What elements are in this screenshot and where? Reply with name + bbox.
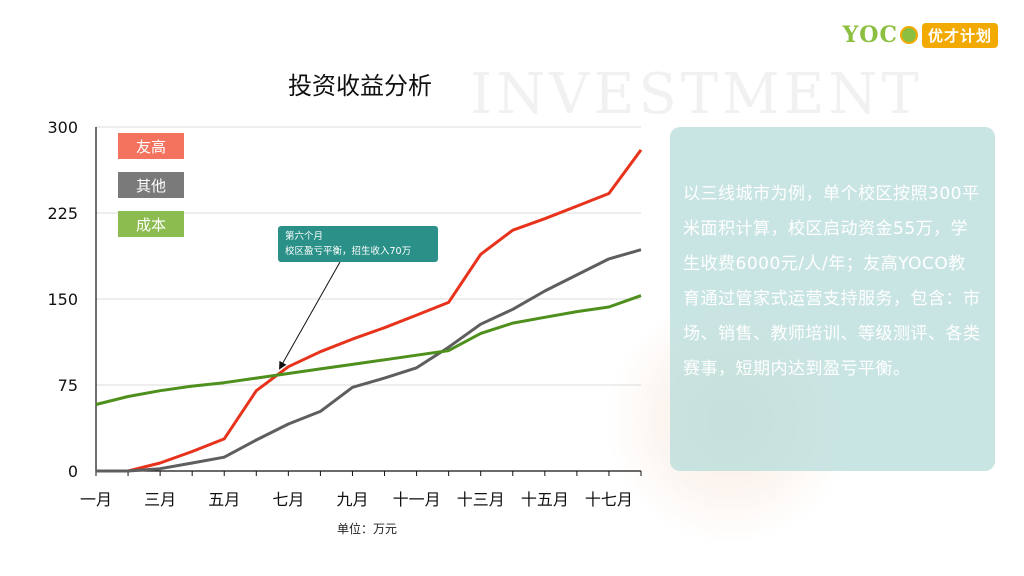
- y-tick-labels: 0 75 150 225 300: [47, 118, 78, 481]
- x-tick-label: 三月: [144, 490, 176, 509]
- y-tick-label: 0: [68, 462, 78, 481]
- legend-item-cost: 成本: [118, 211, 184, 237]
- x-tick-label: 一月: [80, 490, 112, 509]
- legend-item-other: 其他: [118, 172, 184, 198]
- unit-label: 单位：万元: [337, 522, 398, 536]
- x-tick-label: 十一月: [393, 490, 441, 509]
- annotation-line2: 校区盈亏平衡，招生收入70万: [285, 246, 412, 257]
- logo: YOC 优才计划: [843, 22, 998, 48]
- series-line-2: [95, 294, 642, 406]
- x-tick-labels: 一月 三月 五月 七月 九月 十一月 十三月 十五月 十七月: [80, 490, 633, 509]
- y-tick-label: 75: [58, 376, 78, 395]
- logo-brand: YOC: [842, 22, 898, 48]
- axes: [95, 127, 642, 476]
- series-line-1: [96, 248, 642, 473]
- watermark-text: INVESTMENT: [470, 62, 923, 127]
- breakeven-annotation: 第六个月 校区盈亏平衡，招生收入70万: [278, 226, 438, 262]
- logo-badge: 优才计划: [921, 22, 998, 48]
- info-text: 以三线城市为例，单个校区按照300平米面积计算，校区启动资金55万，学生收费60…: [683, 184, 981, 379]
- x-tick-label: 十五月: [521, 490, 569, 509]
- chart-title: 投资收益分析: [288, 72, 432, 100]
- info-panel: 以三线城市为例，单个校区按照300平米面积计算，校区启动资金55万，学生收费60…: [670, 127, 995, 471]
- y-tick-label: 225: [47, 204, 78, 223]
- series-group: [95, 149, 643, 473]
- legend-item-yougao: 友高: [118, 133, 184, 159]
- logo-ring-icon: [899, 26, 918, 44]
- x-tick-label: 九月: [336, 490, 368, 509]
- series-line-0: [96, 149, 643, 473]
- annotation-line1: 第六个月: [285, 231, 324, 242]
- y-tick-label: 300: [47, 118, 78, 137]
- grid: [96, 126, 641, 386]
- annotation-arrow: [279, 261, 341, 370]
- x-tick-label: 十七月: [585, 490, 633, 509]
- x-tick-label: 五月: [208, 490, 240, 509]
- x-tick-label: 七月: [272, 490, 304, 509]
- x-tick-label: 十三月: [457, 490, 505, 509]
- y-tick-label: 150: [47, 290, 78, 309]
